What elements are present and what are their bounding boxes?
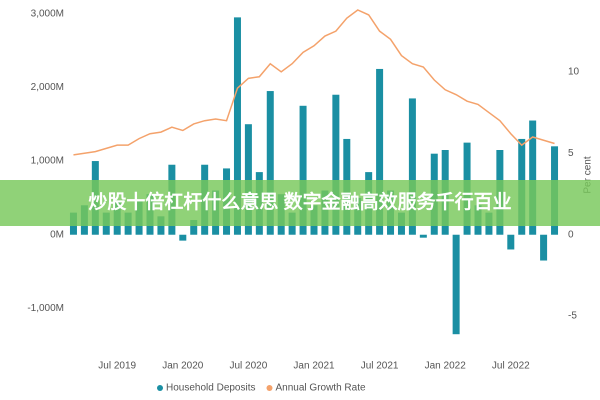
- legend-marker: [157, 385, 163, 391]
- banner-text: 炒股十倍杠杆什么意思 数字金融高效服务千行百业: [88, 190, 511, 213]
- bar: [376, 68, 384, 235]
- bar: [529, 120, 537, 235]
- bar: [408, 98, 416, 235]
- y-tick-label: 0M: [50, 229, 64, 240]
- bar: [332, 94, 340, 235]
- x-tick-label: Jul 2019: [98, 361, 136, 372]
- x-tick-label: Jul 2020: [229, 361, 267, 372]
- bar: [540, 234, 548, 261]
- bar: [452, 234, 460, 335]
- bar: [179, 234, 187, 241]
- legend-marker: [266, 385, 273, 391]
- legend-label: Annual Growth Rate: [276, 383, 366, 394]
- x-tick-label: Jan 2022: [425, 361, 467, 372]
- bar: [190, 220, 198, 235]
- bar: [233, 17, 241, 235]
- x-tick-label: Jul 2022: [492, 361, 530, 372]
- y-tick-label: 2,000M: [31, 82, 64, 93]
- y2-axis-label: Per cent: [583, 156, 594, 193]
- x-tick-label: Jan 2021: [293, 361, 335, 372]
- legend-label: Household Deposits: [166, 383, 256, 394]
- bar: [299, 105, 307, 235]
- x-tick-label: Jul 2021: [361, 361, 399, 372]
- bar: [266, 91, 274, 235]
- y2-tick-label: 5: [568, 148, 574, 159]
- y-tick-label: 3,000M: [31, 8, 64, 19]
- bar: [419, 234, 427, 238]
- banner-background: [0, 180, 600, 226]
- y2-tick-label: 10: [568, 67, 580, 78]
- y2-tick-label: 0: [568, 229, 574, 240]
- y2-tick-label: -5: [568, 311, 577, 322]
- bar: [507, 234, 515, 250]
- line: [73, 9, 555, 156]
- y-tick-label: 1,000M: [31, 156, 64, 167]
- y-tick-label: -1,000M: [27, 303, 64, 314]
- bar: [244, 124, 252, 235]
- x-tick-label: Jan 2020: [162, 361, 204, 372]
